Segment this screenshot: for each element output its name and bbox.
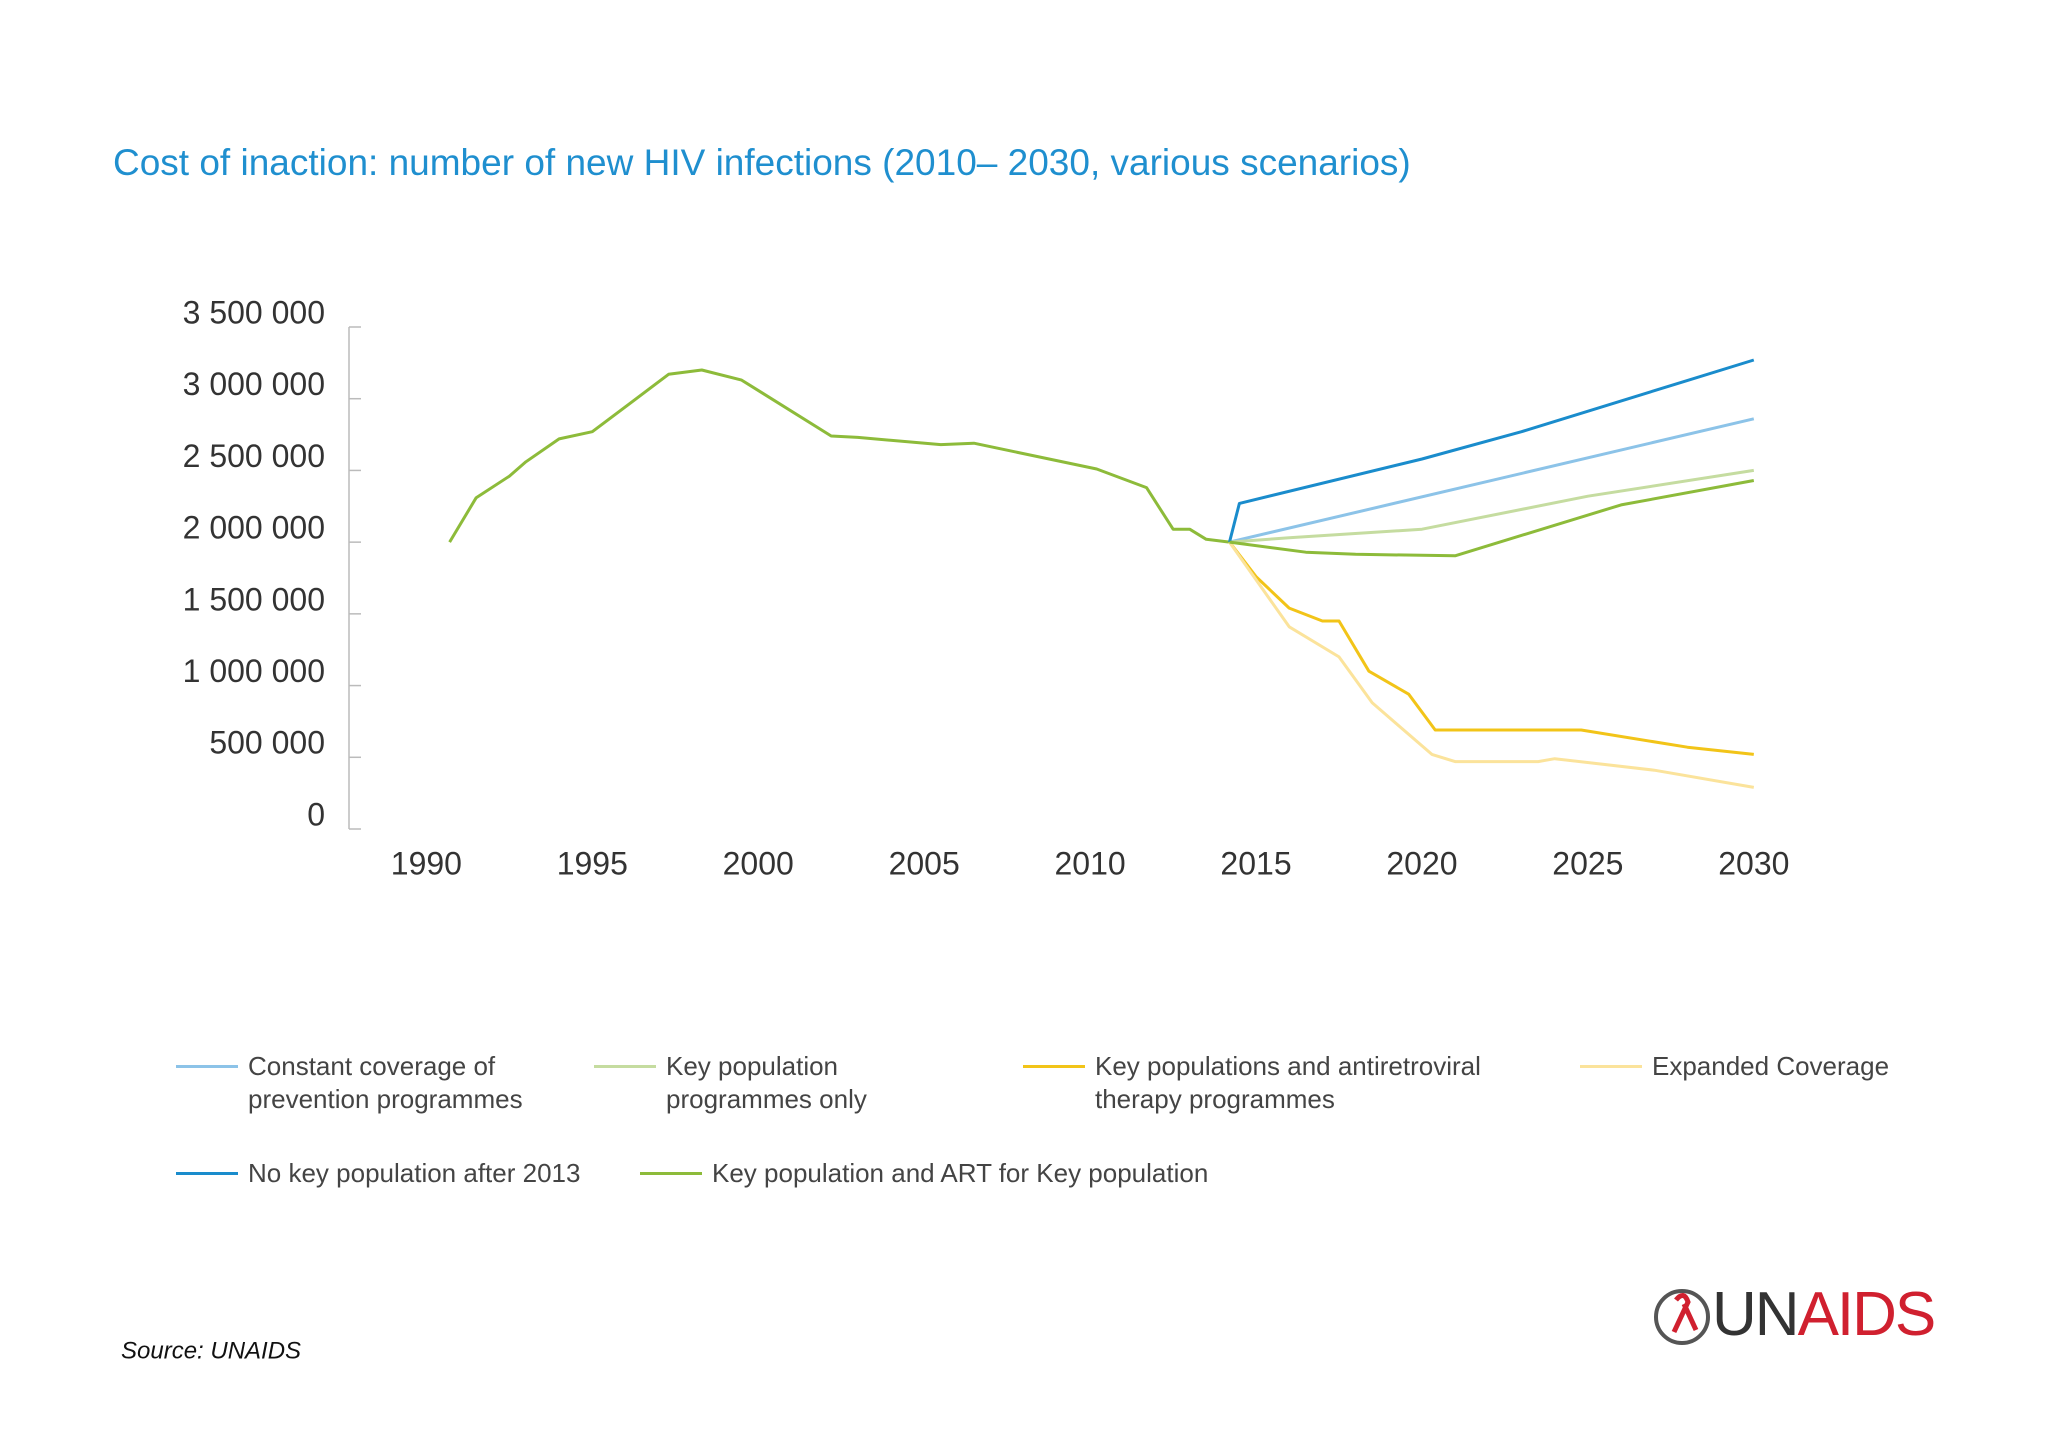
legend-item: Constant coverage of prevention programm… [176, 1050, 548, 1116]
x-tick-label: 2020 [1386, 845, 1457, 881]
y-tick-label: 1 000 000 [183, 653, 325, 689]
x-tick-label: 2015 [1220, 845, 1291, 881]
source: Source: UNAIDS [121, 1337, 301, 1364]
x-tick-label: 2010 [1054, 845, 1125, 881]
legend-swatch [1023, 1065, 1085, 1068]
logo: UNAIDS [1654, 1280, 1936, 1349]
y-tick-label: 2 500 000 [183, 438, 325, 474]
line [1229, 468, 1755, 544]
logo-aids: AIDS [1798, 1280, 1935, 1349]
legend-swatch [594, 1065, 656, 1068]
legend-swatch [176, 1172, 238, 1175]
x-tick-label: 2030 [1718, 845, 1789, 881]
y-tick-label: 1 500 000 [183, 581, 325, 617]
line [1228, 358, 1755, 543]
legend-label: Key population programmes only [666, 1051, 867, 1114]
legend-item: Key population and ART for Key populatio… [640, 1157, 1208, 1190]
line [1229, 417, 1755, 544]
line [1228, 541, 1754, 756]
x-tick-label: 2025 [1552, 845, 1623, 881]
y-tick-label: 3 000 000 [183, 366, 325, 402]
line [448, 368, 1230, 544]
logo-emblem [1654, 1289, 1710, 1345]
x-tick-label: 1990 [391, 845, 462, 881]
legend-item: Key population programmes only [594, 1050, 896, 1116]
legend-label: Key population and ART for Key populatio… [712, 1158, 1209, 1188]
legend-swatch [176, 1065, 238, 1068]
x-tick-label: 2000 [723, 845, 794, 881]
legend-label: Expanded Coverage [1652, 1051, 1890, 1081]
logo-ribbon [1671, 1293, 1699, 1334]
x-tick-label: 2005 [889, 845, 960, 881]
legend-label: Constant coverage of prevention programm… [248, 1051, 523, 1114]
chart-title: Cost of inaction: number of new HIV infe… [113, 142, 1411, 183]
svg-text:UNAIDS: UNAIDS [1712, 1280, 1934, 1349]
legend-item: Key populations and antiretroviral thera… [1023, 1050, 1565, 1116]
line [1229, 479, 1755, 558]
legend-label: Key populations and antiretroviral thera… [1095, 1051, 1481, 1114]
legend-label: No key population after 2013 [248, 1158, 581, 1188]
legend-item: Expanded Coverage [1580, 1050, 2032, 1083]
y-tick-label: 0 [307, 796, 325, 832]
legend-swatch [640, 1172, 702, 1175]
y-tick-label: 3 500 000 [183, 294, 325, 330]
legend-item: No key population after 2013 [176, 1157, 580, 1190]
x-tick-label: 1995 [557, 845, 628, 881]
line [1228, 541, 1755, 789]
legend-swatch [1580, 1065, 1642, 1068]
y-tick-label: 500 000 [209, 725, 325, 761]
y-tick-label: 2 000 000 [183, 510, 325, 546]
logo-un: UN [1712, 1280, 1798, 1349]
